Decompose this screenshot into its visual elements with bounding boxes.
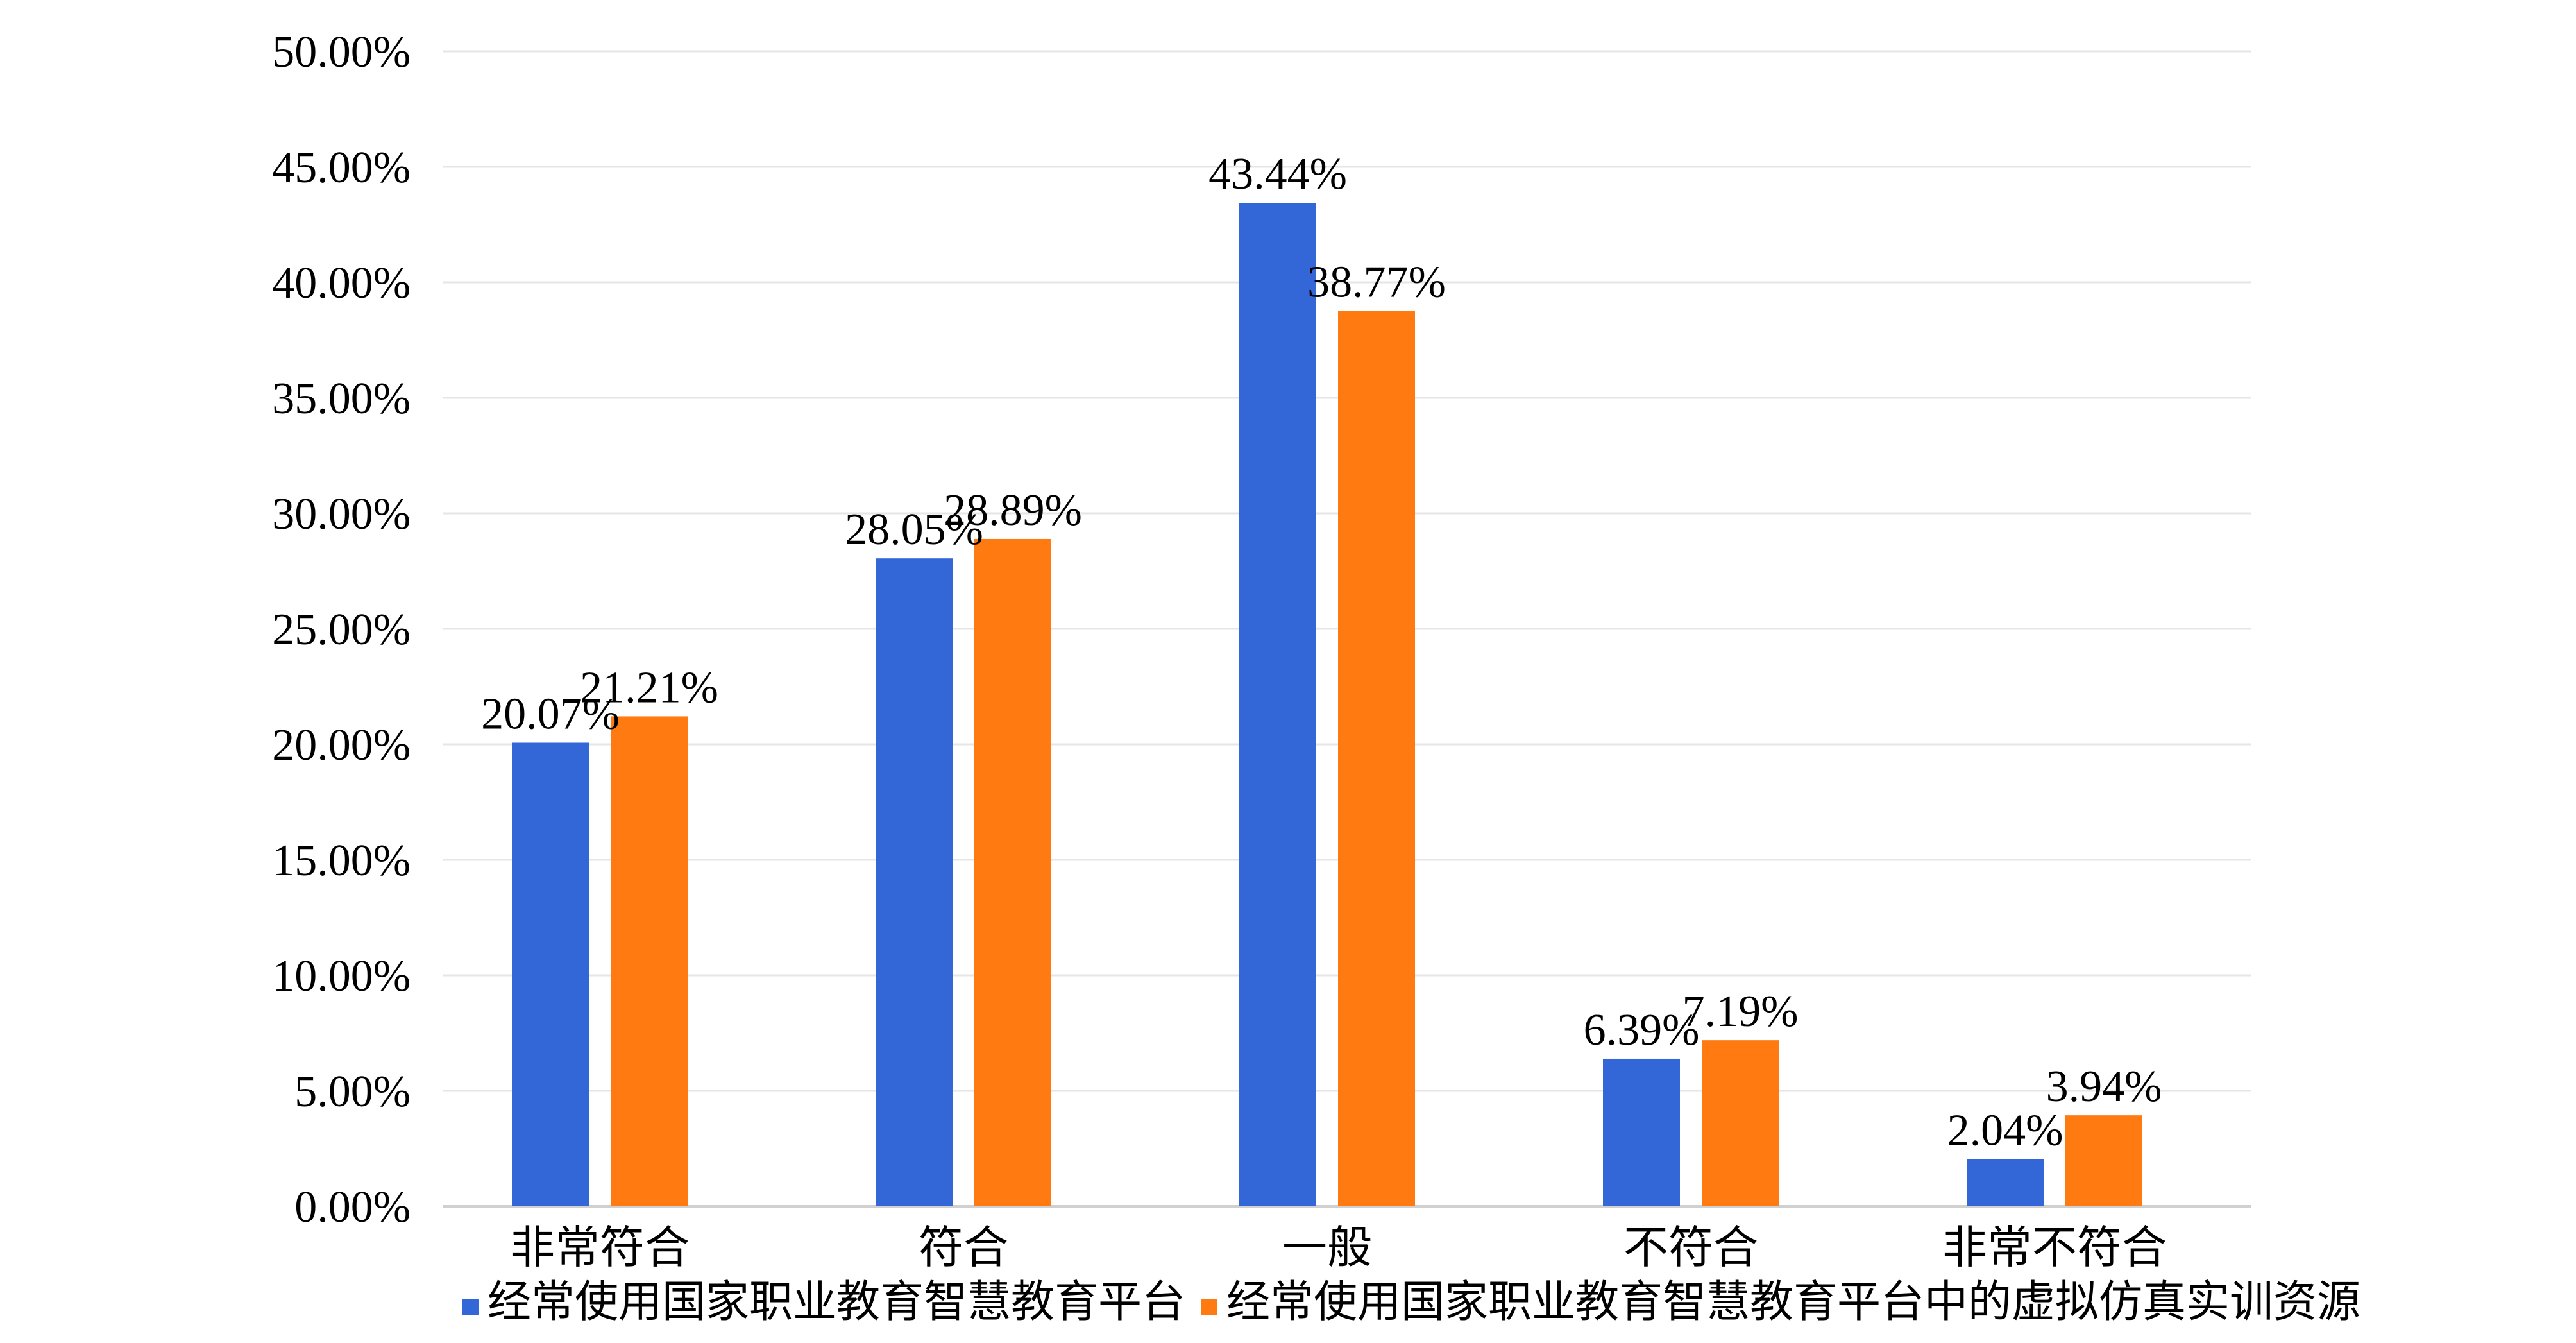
x-category-label: 非常符合 bbox=[510, 1221, 690, 1274]
y-axis-ticks: 0.00% 5.00% 10.00% 15.00% 20.00% 25.00% 30.00%… bbox=[272, 28, 411, 1232]
legend-item-1: 经常使用国家职业教育智慧教育平台 bbox=[461, 1277, 1185, 1328]
x-axis-categories: 非常符合 符合 一般 不符合 非常不符合 bbox=[510, 1221, 2167, 1274]
data-label-2-3: 38.77% bbox=[1307, 257, 1446, 307]
y-tick-label: 45.00% bbox=[272, 143, 411, 192]
data-label-1-5: 2.04% bbox=[1947, 1106, 2063, 1156]
y-tick-label: 20.00% bbox=[272, 721, 411, 770]
y-tick-label: 5.00% bbox=[294, 1067, 411, 1116]
y-tick-label: 30.00% bbox=[272, 490, 411, 539]
legend-swatch bbox=[461, 1299, 479, 1315]
x-category-label: 一般 bbox=[1282, 1221, 1372, 1274]
y-tick-label: 0.00% bbox=[294, 1183, 411, 1232]
data-labels: 20.07%21.21% 28.05%28.89% 43.44% 38.77% 6.39… bbox=[481, 150, 2162, 1155]
x-category-label: 不符合 bbox=[1623, 1221, 1758, 1274]
bar-2-3 bbox=[1338, 311, 1415, 1206]
bar-2-4 bbox=[1702, 1040, 1779, 1206]
bar-1-1 bbox=[512, 742, 589, 1206]
legend-swatch bbox=[1201, 1299, 1217, 1315]
bar-2-1 bbox=[611, 716, 688, 1206]
legend-item-2: 经常使用国家职业教育智慧教育平台中的虚拟仿真实训资源 bbox=[1201, 1277, 2360, 1328]
y-tick-label: 15.00% bbox=[272, 836, 411, 885]
legend: 经常使用国家职业教育智慧教育平台 经常使用国家职业教育智慧教育平台中的虚拟仿真实训… bbox=[461, 1277, 2360, 1328]
data-label-1-2: 28.05% bbox=[845, 505, 983, 554]
data-label-2-1: 21.21% bbox=[580, 663, 718, 712]
bar-2-2 bbox=[974, 538, 1051, 1207]
y-tick-label: 50.00% bbox=[272, 28, 411, 77]
y-tick-label: 25.00% bbox=[272, 605, 411, 654]
data-label-2-2: 28.89% bbox=[944, 486, 1082, 535]
bar-2-5 bbox=[2065, 1115, 2142, 1206]
bar-1-2 bbox=[876, 558, 953, 1206]
data-label-1-4: 6.39% bbox=[1584, 1005, 1700, 1055]
y-tick-label: 40.00% bbox=[272, 259, 411, 308]
x-category-label: 符合 bbox=[919, 1221, 1008, 1274]
data-label-1-3: 43.44% bbox=[1208, 150, 1347, 199]
data-label-2-5: 3.94% bbox=[2046, 1062, 2162, 1111]
legend-label: 经常使用国家职业教育智慧教育平台中的虚拟仿真实训资源 bbox=[1226, 1277, 2360, 1328]
y-tick-label: 35.00% bbox=[272, 374, 411, 423]
legend-label: 经常使用国家职业教育智慧教育平台 bbox=[487, 1277, 1185, 1328]
bar-1-5 bbox=[1967, 1159, 2044, 1206]
data-label-1-1: 20.07% bbox=[481, 689, 620, 739]
bars bbox=[512, 203, 2142, 1207]
data-label-2-4: 7.19% bbox=[1682, 987, 1799, 1036]
y-tick-label: 10.00% bbox=[272, 952, 411, 1001]
bar-1-3 bbox=[1239, 203, 1316, 1206]
x-category-label: 非常不符合 bbox=[1942, 1221, 2167, 1274]
bar-1-4 bbox=[1603, 1058, 1680, 1206]
